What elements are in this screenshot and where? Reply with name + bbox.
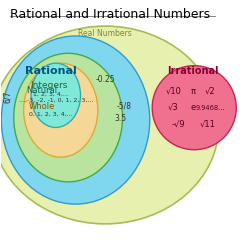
Ellipse shape — [31, 63, 80, 128]
Text: -√9: -√9 — [171, 119, 185, 128]
Text: 1, 2, 3, 4,...: 1, 2, 3, 4,... — [33, 92, 69, 96]
Text: e: e — [190, 103, 196, 112]
Ellipse shape — [2, 36, 150, 204]
Text: √10: √10 — [165, 87, 181, 96]
Text: Irrational: Irrational — [167, 66, 219, 76]
Text: Whole: Whole — [29, 102, 55, 111]
Text: √3: √3 — [168, 103, 178, 112]
Text: 9.9468...: 9.9468... — [196, 105, 225, 111]
Text: √2: √2 — [205, 87, 216, 96]
Text: Natural: Natural — [26, 86, 58, 95]
Circle shape — [152, 66, 236, 150]
Text: 3.5: 3.5 — [114, 114, 126, 123]
Text: -0.25: -0.25 — [96, 75, 115, 84]
Ellipse shape — [0, 26, 219, 224]
Text: 0, 1, 2, 3, 4,...: 0, 1, 2, 3, 4,... — [29, 112, 73, 116]
Text: Real Numbers: Real Numbers — [78, 29, 132, 38]
Ellipse shape — [24, 63, 98, 157]
Text: ...,-3, -2, -1, 0, 1, 2, 3,...: ...,-3, -2, -1, 0, 1, 2, 3,... — [18, 98, 93, 103]
Text: Integers: Integers — [30, 81, 67, 90]
Text: -5/8: -5/8 — [116, 102, 131, 111]
Ellipse shape — [14, 53, 122, 182]
Text: Rational and Irrational Numbers: Rational and Irrational Numbers — [10, 8, 210, 20]
Text: π: π — [190, 87, 196, 96]
Text: 6/7: 6/7 — [3, 90, 12, 103]
Text: Rational: Rational — [25, 66, 77, 76]
Text: √11: √11 — [200, 119, 216, 128]
